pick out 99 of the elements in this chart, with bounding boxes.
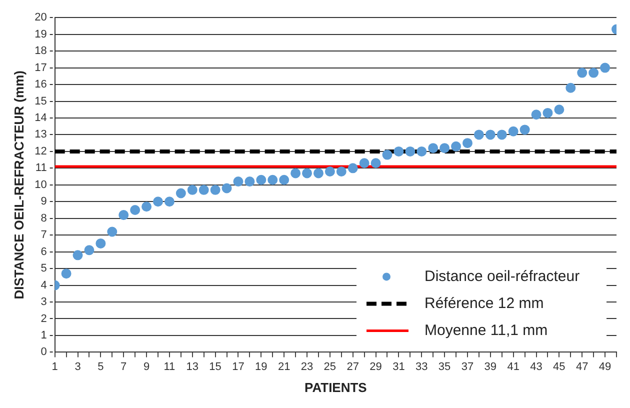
- x-tick-label: 15: [209, 360, 222, 373]
- y-tick-label: 18: [34, 45, 47, 58]
- x-tick-label: 41: [507, 360, 520, 373]
- x-tick-label: 3: [74, 360, 81, 373]
- y-tick-label: 14: [34, 112, 47, 124]
- y-tick-label: 2: [40, 312, 47, 325]
- point: [394, 146, 404, 156]
- point: [164, 196, 174, 207]
- legend-label: Distance oeil-réfracteur: [424, 268, 580, 285]
- point: [96, 238, 106, 248]
- x-tick-label: 39: [484, 360, 497, 373]
- y-tick-label: 8: [40, 212, 47, 224]
- x-tick-label: 49: [598, 360, 612, 373]
- point: [382, 150, 392, 160]
- y-tick-label: 16: [34, 78, 47, 91]
- x-tick-label: 37: [461, 360, 474, 373]
- point: [370, 158, 381, 168]
- x-tick-label: 9: [143, 360, 150, 373]
- x-tick-label: 21: [278, 360, 290, 373]
- x-tick-label: 19: [255, 360, 268, 373]
- point: [61, 268, 72, 279]
- y-tick-label: 7: [40, 229, 47, 242]
- point: [290, 168, 301, 178]
- point: [72, 250, 83, 260]
- point: [107, 226, 118, 237]
- point: [222, 183, 232, 194]
- point: [142, 202, 152, 212]
- x-tick-label: 29: [370, 360, 382, 373]
- point: [324, 166, 335, 177]
- x-tick-label: 35: [438, 360, 451, 373]
- x-tick-label: 17: [232, 360, 244, 373]
- point: [130, 204, 140, 215]
- point: [187, 184, 198, 195]
- point: [405, 146, 416, 156]
- x-tick-label: 5: [98, 360, 104, 373]
- x-axis-title: PATIENTS: [304, 380, 368, 395]
- point: [302, 168, 312, 178]
- point: [588, 68, 599, 78]
- y-tick-label: 12: [34, 145, 47, 158]
- point: [554, 104, 564, 115]
- legend-label: Moyenne 11,1 mm: [424, 322, 548, 339]
- y-tick-label: 9: [40, 196, 47, 208]
- x-tick-label: 33: [416, 360, 428, 373]
- point: [268, 174, 278, 185]
- x-tick-label: 13: [186, 360, 199, 373]
- point: [566, 82, 576, 93]
- y-axis-title: DISTANCE OEIL-REFRACTEUR (mm): [11, 70, 26, 300]
- point: [359, 158, 370, 168]
- point: [531, 110, 542, 120]
- y-tick-label: 20: [34, 12, 47, 24]
- point: [84, 245, 94, 256]
- point: [600, 62, 610, 73]
- point: [198, 184, 209, 195]
- point: [542, 108, 553, 118]
- y-tick-label: 0: [40, 346, 47, 358]
- point: [474, 130, 484, 140]
- point: [176, 188, 186, 198]
- point: [336, 166, 346, 177]
- point: [118, 210, 129, 220]
- point: [451, 141, 462, 152]
- x-tick-label: 45: [553, 360, 566, 373]
- x-tick-label: 7: [120, 360, 127, 373]
- point: [210, 184, 220, 195]
- y-tick-label: 1: [40, 330, 47, 342]
- point: [508, 126, 518, 136]
- y-tick-label: 11: [35, 162, 47, 174]
- point: [256, 174, 266, 185]
- point: [233, 176, 244, 187]
- y-tick-label: 19: [34, 28, 47, 40]
- y-tick-label: 17: [34, 62, 47, 74]
- x-tick-label: 11: [164, 360, 176, 373]
- x-tick-label: 31: [392, 360, 405, 373]
- point: [279, 174, 290, 185]
- point: [520, 124, 530, 135]
- y-tick-label: 5: [40, 262, 47, 275]
- point: [313, 168, 324, 178]
- x-tick-label: 47: [576, 360, 588, 373]
- point: [462, 138, 472, 148]
- point: [440, 143, 450, 154]
- point: [496, 130, 507, 140]
- x-tick-label: 27: [346, 360, 359, 373]
- point: [348, 163, 358, 174]
- point: [428, 143, 438, 154]
- y-tick-label: 3: [40, 296, 47, 308]
- y-tick-label: 4: [40, 279, 47, 292]
- point: [416, 146, 427, 156]
- point: [153, 196, 163, 207]
- point: [244, 176, 255, 187]
- x-tick-label: 23: [300, 360, 314, 373]
- point: [577, 68, 588, 78]
- y-tick-label: 13: [34, 128, 47, 141]
- y-tick-label: 15: [34, 95, 47, 108]
- x-tick-label: 25: [324, 360, 336, 373]
- point: [485, 130, 496, 140]
- x-tick-label: 43: [530, 360, 542, 373]
- y-tick-label: 10: [34, 178, 47, 191]
- legend-label: Référence 12 mm: [424, 294, 544, 312]
- x-tick-label: 1: [52, 360, 58, 373]
- y-tick-label: 6: [40, 246, 47, 258]
